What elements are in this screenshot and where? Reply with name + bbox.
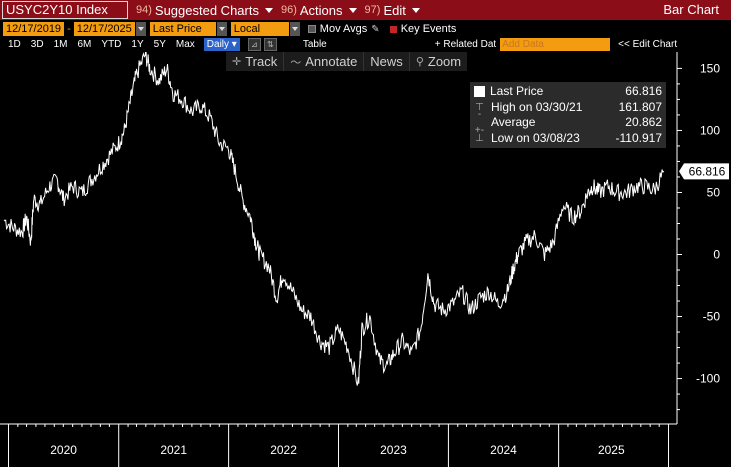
x-tick-label: 2023 (380, 443, 407, 457)
zoom-label: Zoom (427, 54, 462, 69)
track-icon: ✛ (232, 56, 242, 68)
news-label: News (370, 54, 403, 69)
range-max-button[interactable]: Max (175, 39, 195, 50)
y-tick-label: -50 (703, 310, 721, 324)
currency-select[interactable]: Local CCY (230, 22, 289, 49)
last-value-badge (679, 163, 729, 180)
average-marker-icon: -+- (474, 109, 485, 136)
legend-row-last-price: Last Price 66.816 (474, 84, 662, 100)
legend-low-label: Low on 03/08/23 (491, 130, 580, 145)
range-3d-button[interactable]: 3D (30, 39, 44, 50)
x-tick-label: 2022 (270, 443, 297, 457)
line-chart-icon[interactable]: ⊿ (247, 38, 261, 51)
ticker-text: USYC2Y10 Index (6, 2, 108, 17)
end-date-input[interactable]: 12/17/2025 (73, 22, 135, 36)
zoom-button[interactable]: ⚲ Zoom (410, 52, 467, 71)
menu-number: 96) (280, 4, 297, 16)
legend-high-label: High on 03/30/21 (491, 99, 583, 114)
annotate-icon: 〜 (290, 56, 302, 69)
x-tick-label: 2025 (598, 443, 625, 457)
collapse-icon: << (618, 39, 633, 50)
start-date-input[interactable]: 12/17/2019 (3, 22, 65, 36)
y-tick-label: 50 (707, 185, 721, 199)
zoom-icon: ⚲ (415, 56, 424, 68)
y-tick-label: 0 (713, 248, 720, 262)
edit-menu[interactable]: 97) Edit (365, 0, 420, 20)
x-tick-label: 2021 (160, 443, 187, 457)
menu-label: Edit (383, 2, 406, 18)
annotate-label: Annotate (305, 54, 358, 69)
menu-number: 94) (136, 4, 152, 16)
y-tick-label: -100 (696, 372, 720, 386)
low-marker-icon: ⊥ (475, 132, 484, 144)
range-ytd-button[interactable]: YTD (101, 39, 122, 50)
frequency-select[interactable]: Daily ▾ (203, 38, 240, 51)
menu-label: Suggested Charts (154, 2, 259, 18)
last-price-swatch (474, 86, 485, 98)
calendar-dropdown-icon[interactable] (135, 22, 146, 36)
date-separator: - (67, 23, 71, 35)
chevron-down-icon (348, 7, 357, 13)
chart-toolbar: ✛ Track 〜 Annotate News ⚲ Zoom (226, 52, 468, 71)
chevron-down-icon[interactable] (216, 22, 227, 36)
legend-row-low: ⊥ Low on 03/08/23 -110.917 (474, 131, 662, 147)
range-1d-button[interactable]: 1D (8, 39, 21, 50)
chevron-down-icon[interactable] (289, 22, 300, 36)
range-5y-button[interactable]: 5Y (153, 39, 166, 50)
menu-label: Actions (299, 2, 343, 18)
mov-avgs-checkbox[interactable] (307, 25, 316, 33)
key-events-marker-icon (389, 25, 397, 33)
actions-menu[interactable]: 96) Actions (281, 0, 357, 20)
y-tick-label: 100 (700, 123, 720, 137)
series-line-last-price (3, 49, 665, 386)
range-1y-button[interactable]: 1Y (131, 39, 144, 50)
news-button[interactable]: News (364, 52, 410, 71)
track-label: Track (245, 54, 278, 69)
range-6m-button[interactable]: 6M (77, 39, 92, 50)
legend-row-average: -+- Average 20.862 (474, 109, 662, 136)
x-tick-label: 2020 (50, 443, 77, 457)
bar-chart-label: Bar Chart (663, 2, 719, 17)
legend-row-high: ⊤ High on 03/30/21 161.807 (474, 100, 662, 116)
legend-low-value: -110.917 (615, 130, 662, 145)
price-field-select[interactable]: Last Price (149, 22, 216, 36)
related-data-button[interactable]: + Related Dat (434, 39, 497, 50)
legend-high-value: 161.807 (618, 99, 662, 114)
frequency-label: Daily (206, 39, 230, 50)
menu-number: 97) (364, 4, 381, 16)
annotate-button[interactable]: 〜 Annotate (284, 52, 365, 71)
range-row: 1D 3D 1M 6M YTD 1Y 5Y Max Daily ▾ ⊿ ⇅ Ta… (0, 37, 731, 52)
x-tick-label: 2024 (490, 443, 517, 457)
y-tick-label: 150 (700, 61, 720, 75)
pencil-icon[interactable]: ✎ (371, 23, 380, 35)
legend-average-label: Average (491, 115, 536, 129)
x-axis-ticks: 2020 2021 2022 2023 2024 2025 (8, 424, 670, 467)
range-1m-button[interactable]: 1M (53, 39, 68, 50)
table-button[interactable]: Table (302, 39, 327, 50)
chevron-down-icon (264, 7, 273, 13)
suggested-charts-menu[interactable]: 94) Suggested Charts (136, 0, 273, 20)
y-axis-ticks: 150 100 50 0 -50 -100 (677, 61, 721, 411)
legend-panel: Last Price 66.816 ⊤ High on 03/30/21 161.… (470, 82, 666, 148)
date-range-row: 12/17/2019 - 12/17/2025 Last Price Local… (0, 21, 731, 49)
track-button[interactable]: ✛ Track (226, 52, 285, 71)
add-data-input[interactable]: Add Data (500, 38, 611, 51)
title-bar: USYC2Y10 Index 94) Suggested Charts 96) … (0, 0, 731, 20)
ticker-input[interactable]: USYC2Y10 Index (2, 1, 128, 19)
high-marker-icon: ⊤ (475, 101, 484, 113)
edit-chart-button[interactable]: << Edit Chart (618, 39, 677, 50)
edit-chart-label: Edit Chart (632, 39, 678, 50)
chart-options-icon[interactable]: ⇅ (263, 38, 277, 51)
key-events-label[interactable]: Key Events (400, 23, 457, 35)
last-value-text: 66.816 (689, 164, 726, 178)
legend-last-price-value: 66.816 (625, 84, 662, 98)
last-value-tag: 66.816 (679, 163, 729, 180)
chevron-down-icon (411, 7, 420, 13)
legend-last-price-label: Last Price (490, 84, 544, 98)
mov-avgs-label: Mov Avgs (319, 23, 368, 35)
legend-average-value: 20.862 (625, 115, 662, 129)
